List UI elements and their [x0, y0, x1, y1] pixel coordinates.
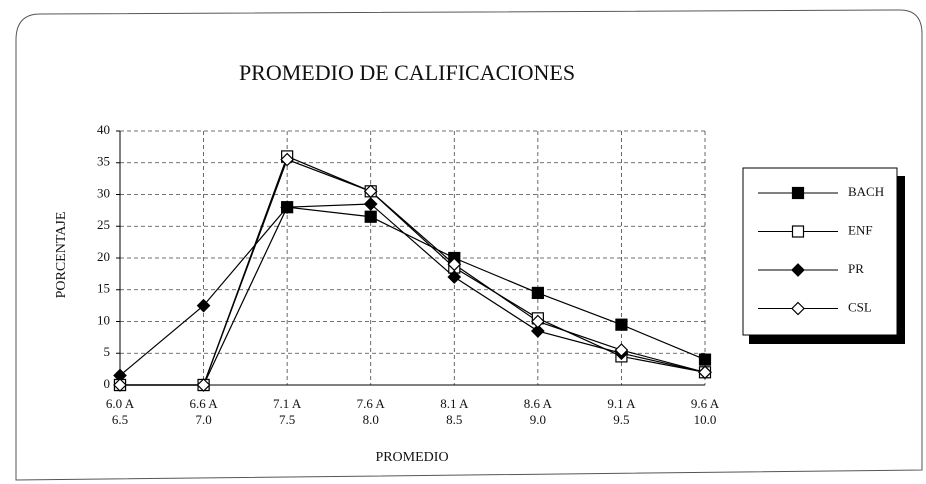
x-tick-label: 6.6 A [189, 396, 218, 411]
legend-label: ENF [848, 222, 873, 237]
point-marker [447, 257, 462, 272]
point-marker [280, 200, 294, 215]
y-tick-label: 20 [97, 249, 110, 264]
point-marker [113, 378, 127, 392]
point-marker [280, 152, 294, 167]
y-tick-label: 30 [97, 185, 110, 200]
point-marker [363, 184, 378, 199]
series-line [119, 203, 706, 376]
legend-label: CSL [848, 299, 872, 314]
x-tick-label: 10.0 [694, 412, 717, 427]
point-marker [698, 353, 712, 366]
x-tick-label: 7.6 A [357, 396, 386, 411]
y-tick-label: 40 [97, 122, 110, 137]
point-marker [615, 318, 628, 331]
frame [15, 9, 923, 481]
chart-title: PROMEDIO DE CALIFICACIONES [239, 60, 575, 85]
x-tick-label: 9.1 A [607, 396, 636, 411]
y-tick-label: 15 [97, 281, 110, 296]
point-marker [531, 324, 545, 338]
legend [742, 167, 898, 336]
point-marker [531, 286, 544, 300]
y-tick-label: 10 [97, 312, 110, 327]
y-tick-label: 0 [104, 376, 111, 391]
legend-marker [791, 186, 805, 200]
x-tick-label: 7.1 A [273, 396, 302, 411]
x-tick-label: 7.5 [279, 412, 295, 427]
y-tick-label: 25 [97, 217, 110, 232]
point-marker [364, 210, 377, 223]
legend-marker [791, 263, 805, 277]
x-tick-label: 9.6 A [691, 396, 720, 411]
point-marker [363, 197, 378, 211]
x-tick-label: 9.0 [530, 412, 546, 427]
point-marker [196, 378, 211, 392]
x-axis-label: PROMEDIO [375, 450, 448, 465]
legend-label: BACH [848, 184, 884, 199]
x-tick-label: 9.5 [613, 412, 629, 427]
x-tick-label: 8.1 A [440, 396, 469, 411]
y-axis-label: PORCENTAJE [54, 212, 69, 299]
point-marker [614, 343, 629, 357]
y-tick-label: 5 [104, 344, 111, 359]
point-marker [447, 270, 462, 284]
x-tick-label: 8.6 A [524, 396, 553, 411]
legend-marker [791, 225, 805, 238]
x-tick-label: 8.5 [446, 412, 462, 427]
point-marker [698, 365, 712, 380]
series-line [120, 158, 706, 386]
legend-marker [791, 301, 805, 316]
x-tick-label: 7.0 [195, 412, 211, 427]
x-tick-label: 8.0 [363, 412, 379, 427]
series-line [120, 206, 706, 386]
legend-label: PR [848, 261, 864, 276]
x-tick-label: 6.5 [112, 412, 128, 427]
y-tick-label: 35 [97, 154, 110, 169]
x-tick-label: 6.0 A [106, 396, 135, 411]
point-marker [531, 314, 545, 329]
point-marker [196, 298, 211, 313]
